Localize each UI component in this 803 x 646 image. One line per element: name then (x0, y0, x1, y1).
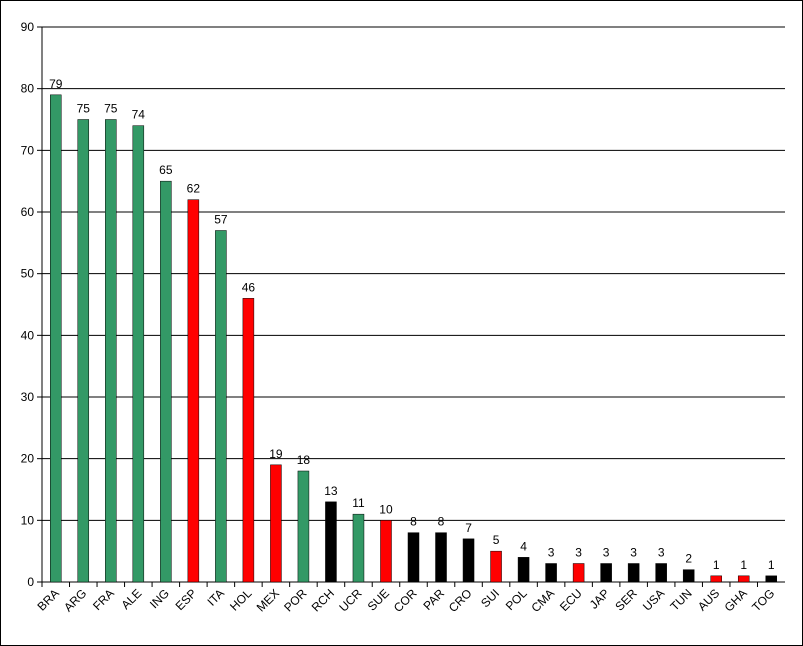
bar (517, 557, 530, 583)
bar (737, 575, 750, 583)
bar (132, 125, 145, 583)
value-label: 4 (520, 539, 527, 553)
bar (407, 532, 420, 583)
value-label: 8 (410, 515, 417, 529)
value-label: 7 (465, 521, 472, 535)
y-tick-label: 50 (21, 267, 35, 281)
bar (655, 563, 667, 583)
bar (380, 520, 392, 583)
bar (545, 563, 557, 583)
value-label: 1 (713, 558, 720, 572)
value-label: 3 (575, 546, 582, 560)
bar (490, 550, 502, 583)
value-label: 74 (132, 108, 146, 122)
y-tick-label: 70 (21, 143, 35, 157)
bar (462, 538, 475, 583)
bar (215, 230, 227, 583)
bar (572, 563, 585, 583)
value-label: 2 (685, 552, 692, 566)
y-tick-label: 10 (21, 513, 35, 527)
bar (600, 563, 612, 583)
value-label: 57 (214, 213, 228, 227)
y-tick-label: 0 (27, 575, 34, 589)
y-tick-label: 60 (21, 205, 35, 219)
bar (242, 298, 255, 583)
bar (160, 180, 172, 583)
value-label: 75 (104, 102, 118, 116)
bar (187, 199, 200, 583)
value-label: 5 (493, 533, 500, 547)
value-label: 65 (159, 163, 173, 177)
y-tick-label: 80 (21, 82, 35, 96)
value-label: 75 (77, 102, 91, 116)
value-label: 3 (603, 546, 610, 560)
value-label: 79 (49, 77, 63, 91)
y-tick-label: 40 (21, 328, 35, 342)
value-label: 1 (768, 558, 775, 572)
value-label: 3 (658, 546, 665, 560)
y-tick-label: 20 (21, 452, 35, 466)
value-label: 11 (352, 496, 365, 510)
value-label: 3 (548, 546, 555, 560)
bar (627, 563, 640, 583)
bar (105, 119, 117, 583)
bar (352, 513, 365, 583)
bar (50, 94, 62, 583)
y-tick-label: 90 (21, 20, 35, 34)
value-label: 62 (187, 182, 201, 196)
value-label: 46 (242, 280, 256, 294)
bar (435, 532, 447, 583)
bar (710, 575, 722, 583)
value-label: 10 (379, 502, 393, 516)
value-label: 8 (438, 515, 445, 529)
value-label: 19 (269, 447, 283, 461)
bar (297, 470, 310, 583)
bar (765, 575, 777, 583)
y-tick-label: 30 (21, 390, 35, 404)
bar (77, 119, 90, 583)
value-label: 3 (630, 546, 637, 560)
value-label: 13 (324, 484, 338, 498)
bar (682, 569, 695, 583)
bar (270, 464, 282, 583)
bar (325, 501, 337, 583)
value-label: 1 (740, 558, 747, 572)
value-label: 18 (297, 453, 311, 467)
